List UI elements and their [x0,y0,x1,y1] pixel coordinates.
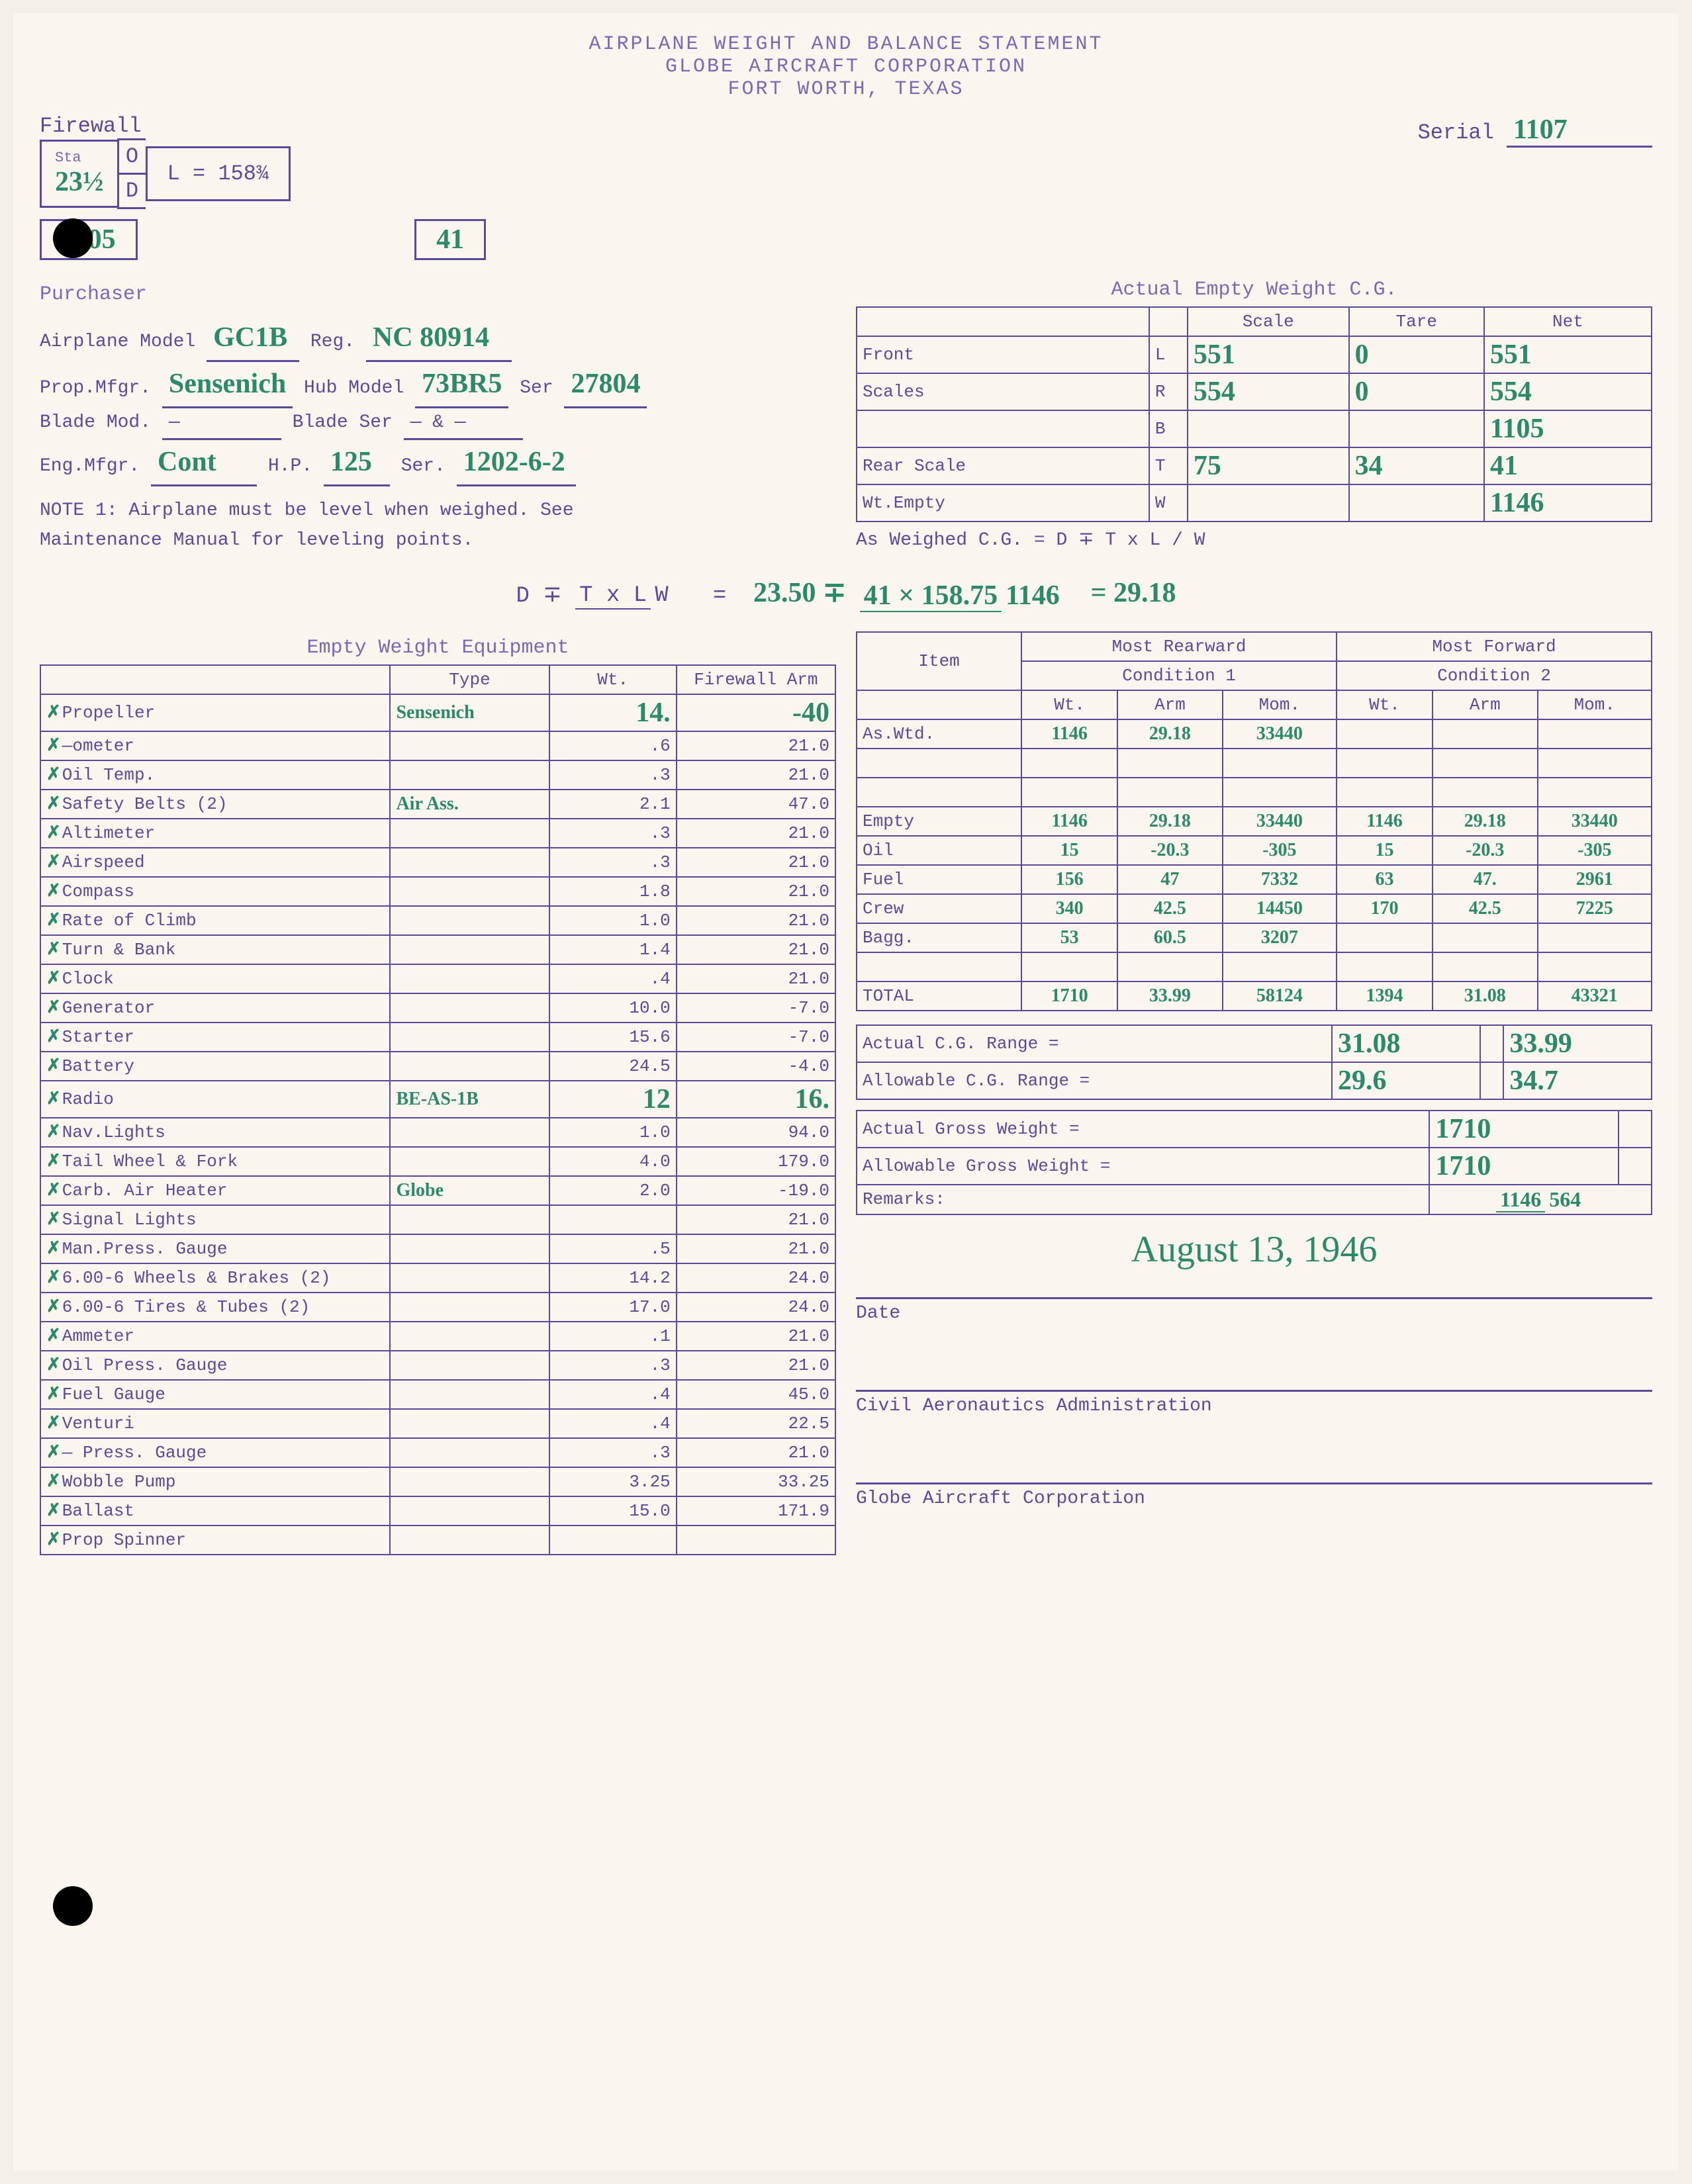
punch-hole-2 [53,1886,93,1926]
equipment-row: Clock.421.0 [40,964,835,993]
purchaser-title: Purchaser [40,279,836,310]
hub-model: 73BR5 [415,362,508,408]
equipment-row: Tail Wheel & Fork4.0179.0 [40,1147,835,1176]
condition-row [857,749,1652,778]
serial-block: Serial 1107 [1418,114,1652,260]
equipment-row: 6.00-6 Wheels & Brakes (2)14.224.0 [40,1263,835,1293]
top-row: Firewall Sta 23½ O D L = 158¾ 1105 41 [40,114,1652,260]
L-box: L = 158¾ [146,146,291,201]
sig-globe: Globe Aircraft Corporation [856,1482,1652,1509]
date-label: Date [856,1297,1652,1324]
equipment-block: Empty Weight Equipment Type Wt. Firewall… [40,631,836,1555]
equipment-row: Venturi.422.5 [40,1409,835,1438]
condition-row: Bagg.5360.53207 [857,923,1652,952]
equipment-table: Type Wt. Firewall Arm PropellerSensenich… [40,664,836,1555]
hp-value: 125 [324,440,390,486]
od-col: O D [117,138,146,209]
equipment-row: Altimeter.321.0 [40,819,835,848]
equipment-row: Man.Press. Gauge.521.0 [40,1234,835,1263]
hub-serial: 27804 [564,362,647,408]
punch-hole-1 [53,218,93,258]
header-line2: GLOBE AIRCRAFT CORPORATION [40,56,1652,78]
cg-table: Scale Tare Net FrontL5510551 ScalesR5540… [856,306,1652,522]
weight-summary-table: Actual Gross Weight =1710 Allowable Gros… [856,1110,1652,1215]
purchaser-block: Purchaser Airplane Model GC1B Reg. NC 80… [40,273,836,556]
upper-split: Purchaser Airplane Model GC1B Reg. NC 80… [40,273,1652,556]
equipment-row: —ometer.621.0 [40,731,835,760]
airplane-model: GC1B [207,316,299,362]
header-line3: FORT WORTH, TEXAS [40,78,1652,101]
eng-mfgr: Cont [151,440,257,486]
equipment-row: PropellerSensenich14.-40 [40,694,835,731]
condition-row: Fuel1564773326347.2961 [857,865,1652,894]
equipment-row: — Press. Gauge.321.0 [40,1438,835,1467]
cg-block: Actual Empty Weight C.G. Scale Tare Net … [856,273,1652,556]
rearward-title: Most Rearward [1021,632,1337,661]
firewall-label: Firewall [40,114,486,138]
cg-title: Actual Empty Weight C.G. [856,279,1652,301]
blade-mod: — [162,408,281,440]
date-value: August 13, 1946 [856,1228,1652,1271]
equipment-row: Airspeed.321.0 [40,848,835,877]
equipment-row: RadioBE-AS-1B1216. [40,1081,835,1118]
cg-row-rear: Rear ScaleT753441 [857,447,1652,484]
equipment-row: Starter15.6-7.0 [40,1023,835,1052]
blade-ser: — & — [404,408,523,440]
equipment-row: Fuel Gauge.445.0 [40,1380,835,1409]
reg-number: NC 80914 [366,316,512,362]
equipment-title: Empty Weight Equipment [40,637,836,659]
cg-row-b: B1105 [857,410,1652,447]
condition-row [857,778,1652,807]
serial-value: 1107 [1507,114,1652,148]
header-line1: AIRPLANE WEIGHT AND BALANCE STATEMENT [40,33,1652,56]
sig-caa: Civil Aeronautics Administration [856,1390,1652,1416]
equipment-row: Nav.Lights1.094.0 [40,1118,835,1147]
prop-mfgr: Sensenich [162,362,293,408]
page-root: AIRPLANE WEIGHT AND BALANCE STATEMENT GL… [13,13,1679,2171]
equipment-row: Rate of Climb1.021.0 [40,906,835,935]
note1: NOTE 1: Airplane must be level when weig… [40,496,635,556]
equipment-row: Oil Temp..321.0 [40,760,835,790]
condition-row: As.Wtd.114629.1833440 [857,719,1652,749]
equipment-row: Compass1.821.0 [40,877,835,906]
equipment-row: Generator10.0-7.0 [40,993,835,1023]
equipment-row: 6.00-6 Tires & Tubes (2)17.024.0 [40,1293,835,1322]
condition-row: TOTAL171033.9958124139431.0843321 [857,981,1652,1011]
cg-row-wt: Wt.EmptyW1146 [857,484,1652,522]
condition-row: Crew34042.51445017042.57225 [857,894,1652,923]
equipment-row: Prop Spinner [40,1525,835,1555]
eng-serial: 1202-6-2 [457,440,576,486]
equipment-row: Wobble Pump3.2533.25 [40,1467,835,1496]
condition-row: Empty114629.1833440114629.1833440 [857,807,1652,836]
summary-table: Actual C.G. Range =31.0833.99 Allowable … [856,1024,1652,1100]
equipment-row: Battery24.5-4.0 [40,1052,835,1081]
lower-split: Empty Weight Equipment Type Wt. Firewall… [40,631,1652,1555]
firewall-block: Firewall Sta 23½ O D L = 158¾ 1105 41 [40,114,486,260]
firewall-sta: Sta 23½ [40,140,117,208]
as-weighed-formula: As Weighed C.G. = D ∓ T x L / W [856,527,1652,551]
forward-title: Most Forward [1337,632,1652,661]
cg-result: = 29.18 [1091,578,1176,608]
firewall-value: 23½ [55,167,104,197]
cg-row-scales: ScalesR5540554 [857,373,1652,410]
cg-row-front: FrontL5510551 [857,336,1652,373]
equipment-row: Ammeter.121.0 [40,1322,835,1351]
condition-row [857,952,1652,981]
box-41: 41 [414,219,486,260]
header: AIRPLANE WEIGHT AND BALANCE STATEMENT GL… [40,33,1652,101]
conditions-table: Item Most Rearward Most Forward Conditio… [856,631,1652,1011]
main-formula: D ∓ T x LW = 23.50 ∓ 41 × 158.751146 = 2… [40,576,1652,612]
equipment-row: Carb. Air HeaterGlobe2.0-19.0 [40,1176,835,1205]
equipment-row: Oil Press. Gauge.321.0 [40,1351,835,1380]
equipment-row: Safety Belts (2)Air Ass.2.147.0 [40,790,835,819]
conditions-block: Item Most Rearward Most Forward Conditio… [856,631,1652,1555]
equipment-row: Signal Lights21.0 [40,1205,835,1234]
equipment-row: Ballast15.0171.9 [40,1496,835,1525]
condition-row: Oil15-20.3-30515-20.3-305 [857,836,1652,865]
equipment-row: Turn & Bank1.421.0 [40,935,835,964]
